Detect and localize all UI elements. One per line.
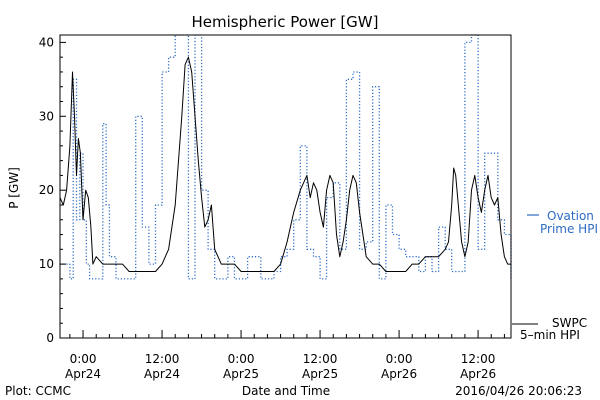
legend-swpc-label-2: 5–min HPI	[520, 328, 580, 342]
y-tick-label: 0	[46, 331, 54, 345]
series-line-ovation-prime-hpi	[60, 34, 512, 280]
chart-title: Hemispheric Power [GW]	[192, 13, 379, 31]
legend-ovation: Ovation Prime HPI	[527, 209, 598, 236]
series-layer	[59, 34, 512, 280]
plot-credit: Plot: CCMC	[5, 384, 71, 398]
legend-swpc-label-1: SWPC	[552, 316, 587, 330]
x-tick-time-label: 0:00	[386, 352, 413, 366]
x-tick-date-label: Apr24	[65, 367, 101, 381]
series-line-swpc-hpi	[59, 56, 511, 272]
y-axis-label: P [GW]	[7, 167, 21, 209]
plot-frame	[59, 34, 512, 339]
y-tick-label: 20	[39, 183, 54, 197]
ticks-layer: 0102030400:00Apr2412:00Apr240:00Apr2512:…	[39, 35, 505, 381]
legend-ovation-label-2: Prime HPI	[540, 222, 598, 236]
legend-swpc: SWPC 5–min HPI	[512, 316, 587, 342]
x-tick-date-label: Apr26	[381, 367, 417, 381]
y-tick-label: 30	[39, 109, 54, 123]
plot-timestamp: 2016/04/26 20:06:23	[455, 384, 582, 398]
legend-ovation-label-1: Ovation	[547, 209, 594, 223]
x-tick-date-label: Apr25	[302, 367, 338, 381]
x-tick-time-label: 12:00	[461, 352, 496, 366]
y-tick-label: 40	[39, 35, 54, 49]
x-tick-time-label: 0:00	[70, 352, 97, 366]
x-tick-date-label: Apr26	[460, 367, 496, 381]
x-tick-time-label: 12:00	[145, 352, 180, 366]
x-tick-date-label: Apr25	[223, 367, 259, 381]
x-tick-time-label: 0:00	[228, 352, 255, 366]
x-axis-label: Date and Time	[242, 384, 330, 398]
x-tick-date-label: Apr24	[144, 367, 180, 381]
y-tick-label: 10	[39, 257, 54, 271]
x-tick-time-label: 12:00	[303, 352, 338, 366]
